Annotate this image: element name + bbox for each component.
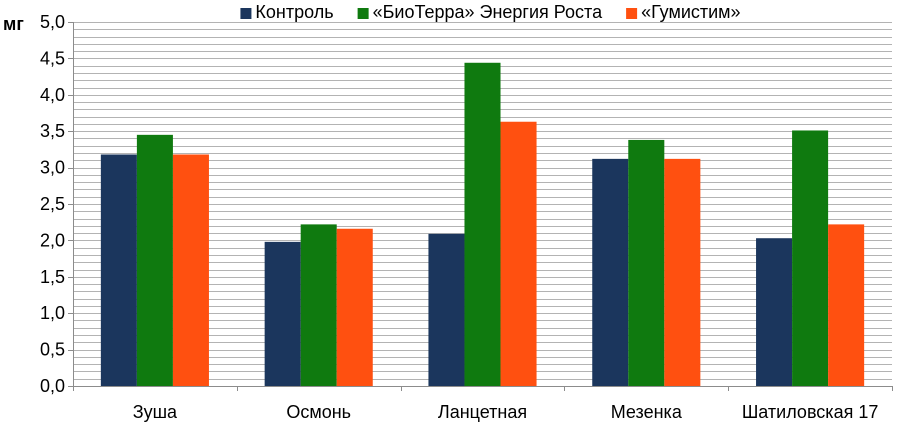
y-tick-label: 0,0 [40,376,65,396]
legend: Контроль «БиоТерра» Энергия Роста «Гумисти… [240,2,741,22]
y-tick-label: 1,5 [40,267,65,287]
y-tick-labels: 0,0 0,5 1,0 1,5 2,0 2,5 3,0 3,5 4,0 4,5 5,0 [40,12,65,396]
bar [136,134,173,386]
legend-swatch [240,8,252,19]
bar [756,238,793,386]
legend-swatch [357,8,369,19]
bar [828,224,865,386]
bars [100,62,865,387]
x-tick-labels: Зуша Осмонь Ланцетная Мезенка Шатиловская 17 [133,402,879,422]
y-tick-label: 2,5 [40,194,65,214]
y-tick-label: 0,5 [40,340,65,360]
bar [264,241,301,386]
bar [172,154,209,386]
y-tick-label: 1,0 [40,303,65,323]
y-tick-label: 3,5 [40,121,65,141]
bar [592,158,629,386]
axes [68,22,893,391]
x-tick-label: Зуша [133,402,178,422]
legend-swatch [626,8,638,19]
legend-label: «БиоТерра» Энергия Роста [373,2,603,22]
y-unit-label: мг [3,14,24,34]
bar [664,158,701,386]
y-tick-label: 3,0 [40,158,65,178]
x-tick-label: Осмонь [286,402,351,422]
bar [500,121,537,387]
legend-label: Контроль [255,2,333,22]
y-tick-label: 4,5 [40,48,65,68]
bar [628,139,665,386]
bar [464,62,501,386]
x-tick-label: Мезенка [611,402,683,422]
bar [100,154,137,386]
bar [336,228,373,386]
x-tick-label: Шатиловская 17 [742,402,879,422]
y-tick-label: 2,0 [40,230,65,250]
legend-label: «Гумистим» [641,2,740,22]
bar [792,130,829,386]
x-tick-label: Ланцетная [438,402,527,422]
y-tick-label: 4,0 [40,85,65,105]
bar [428,233,465,386]
y-tick-label: 5,0 [40,12,65,32]
bar [300,224,337,386]
